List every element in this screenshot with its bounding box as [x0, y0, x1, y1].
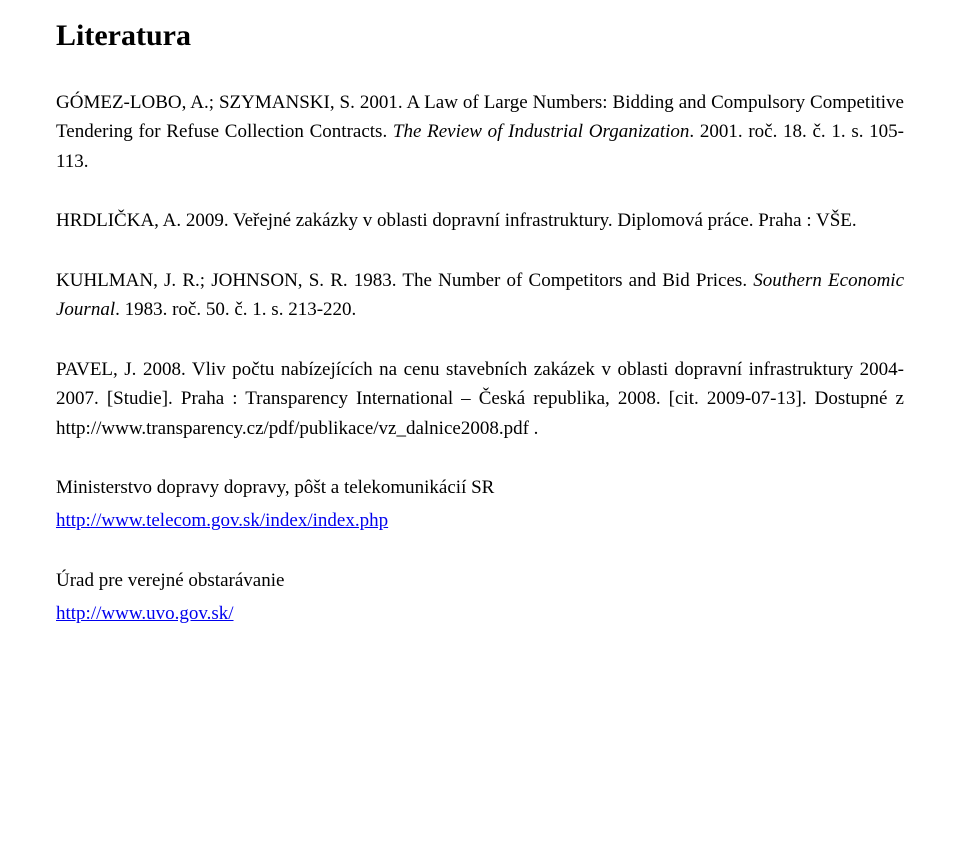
bibliography-entry: http://www.telecom.gov.sk/index/index.ph…	[56, 506, 904, 535]
reference-link[interactable]: http://www.telecom.gov.sk/index/index.ph…	[56, 510, 388, 531]
bibliography-entry: PAVEL, J. 2008. Vliv počtu nabízejících …	[56, 355, 904, 443]
bibliography-list: GÓMEZ-LOBO, A.; SZYMANSKI, S. 2001. A La…	[56, 88, 904, 629]
reference-text: Úrad pre verejné obstarávanie	[56, 570, 284, 591]
reference-text: Ministerstvo dopravy dopravy, pôšt a tel…	[56, 477, 494, 498]
reference-text: HRDLIČKA, A. 2009. Veřejné zakázky v obl…	[56, 210, 857, 231]
bibliography-entry: Úrad pre verejné obstarávanie	[56, 566, 904, 595]
page-heading: Literatura	[56, 18, 904, 54]
reference-title: The Review of Industrial Organization	[393, 121, 690, 142]
reference-link[interactable]: http://www.uvo.gov.sk/	[56, 603, 234, 624]
bibliography-entry: Ministerstvo dopravy dopravy, pôšt a tel…	[56, 473, 904, 502]
bibliography-entry: GÓMEZ-LOBO, A.; SZYMANSKI, S. 2001. A La…	[56, 88, 904, 176]
reference-text: KUHLMAN, J. R.; JOHNSON, S. R. 1983. The…	[56, 270, 753, 291]
bibliography-entry: HRDLIČKA, A. 2009. Veřejné zakázky v obl…	[56, 206, 904, 235]
reference-text: . 1983. roč. 50. č. 1. s. 213-220.	[115, 299, 356, 320]
bibliography-entry: http://www.uvo.gov.sk/	[56, 599, 904, 628]
bibliography-entry: KUHLMAN, J. R.; JOHNSON, S. R. 1983. The…	[56, 266, 904, 325]
reference-text: PAVEL, J. 2008. Vliv počtu nabízejících …	[56, 359, 904, 439]
